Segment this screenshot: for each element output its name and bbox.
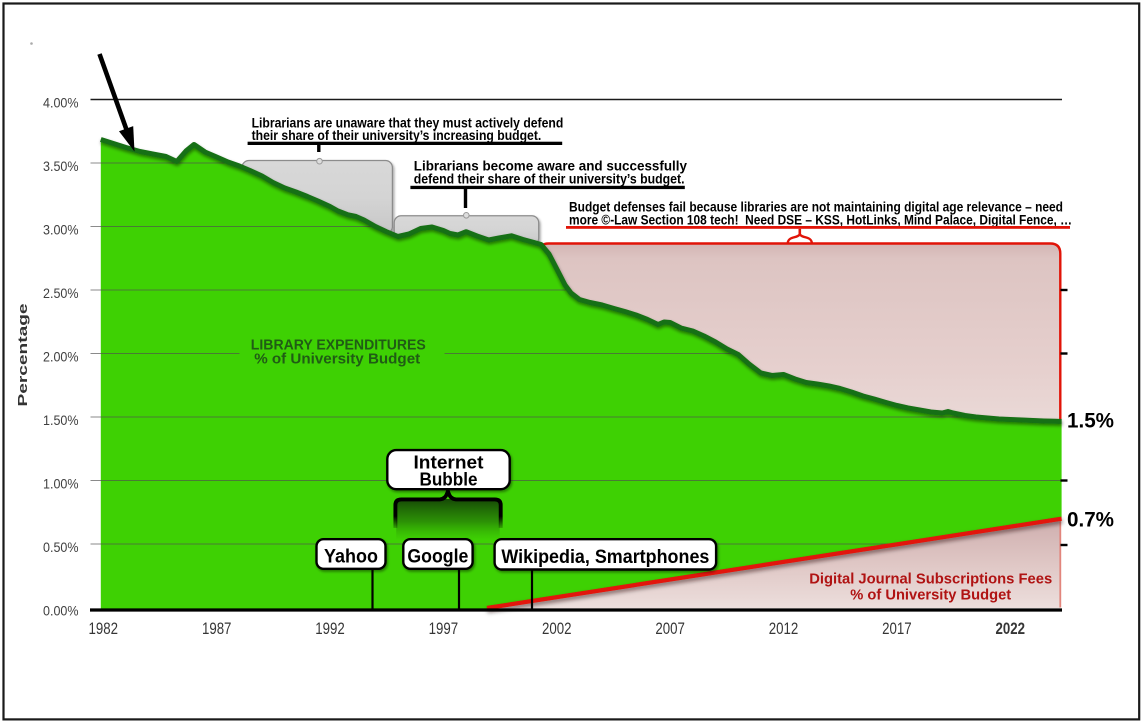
svg-text:Budget defenses fail because l: Budget defenses fail because libraries a…	[569, 199, 1063, 214]
svg-text:2.50%: 2.50%	[43, 286, 79, 301]
svg-text:Google: Google	[407, 546, 468, 568]
svg-text:2007: 2007	[655, 620, 685, 638]
svg-text:% of University Budget: % of University Budget	[850, 587, 1011, 603]
svg-text:more ©-Law Section 108 tech!: more ©-Law Section 108 tech! Need DSE – …	[569, 212, 1072, 227]
svg-text:3.00%: 3.00%	[43, 223, 79, 238]
svg-text:2022: 2022	[996, 620, 1026, 638]
svg-text:Librarians become aware and su: Librarians become aware and successfully	[414, 158, 688, 173]
svg-text:1.50%: 1.50%	[43, 413, 79, 428]
svg-text:1.5%: 1.5%	[1067, 409, 1114, 433]
svg-text:their share of their universit: their share of their university’s increa…	[252, 128, 542, 143]
svg-text:Librarians are unaware that th: Librarians are unaware that they must ac…	[252, 115, 564, 130]
svg-text:Percentage: Percentage	[15, 304, 30, 407]
svg-text:2017: 2017	[882, 620, 912, 638]
svg-text:1992: 1992	[315, 620, 345, 638]
svg-text:1997: 1997	[429, 620, 459, 638]
svg-text:1982: 1982	[89, 620, 119, 638]
svg-text:defend their share of their un: defend their share of their university’s…	[414, 171, 685, 186]
svg-text:Digital Journal Subscriptions: Digital Journal Subscriptions Fees	[809, 571, 1052, 587]
svg-text:Yahoo: Yahoo	[324, 546, 378, 568]
svg-text:3.50%: 3.50%	[43, 159, 79, 174]
svg-text:Bubble: Bubble	[420, 468, 478, 489]
svg-text:1.00%: 1.00%	[43, 477, 79, 492]
svg-text:2.00%: 2.00%	[43, 350, 79, 365]
svg-text:% of University Budget: % of University Budget	[254, 350, 420, 367]
svg-text:4.00%: 4.00%	[43, 96, 79, 111]
svg-text:1987: 1987	[202, 620, 232, 638]
svg-text:0.00%: 0.00%	[43, 604, 79, 619]
svg-text:Internet: Internet	[414, 452, 485, 473]
svg-text:0.7%: 0.7%	[1067, 508, 1114, 532]
svg-text:2002: 2002	[542, 620, 572, 638]
svg-text:LIBRARY EXPENDITURES: LIBRARY EXPENDITURES	[251, 336, 426, 353]
svg-text:Wikipedia, Smartphones: Wikipedia, Smartphones	[501, 546, 709, 568]
svg-text:0.50%: 0.50%	[43, 540, 79, 555]
svg-text:2012: 2012	[769, 620, 799, 638]
